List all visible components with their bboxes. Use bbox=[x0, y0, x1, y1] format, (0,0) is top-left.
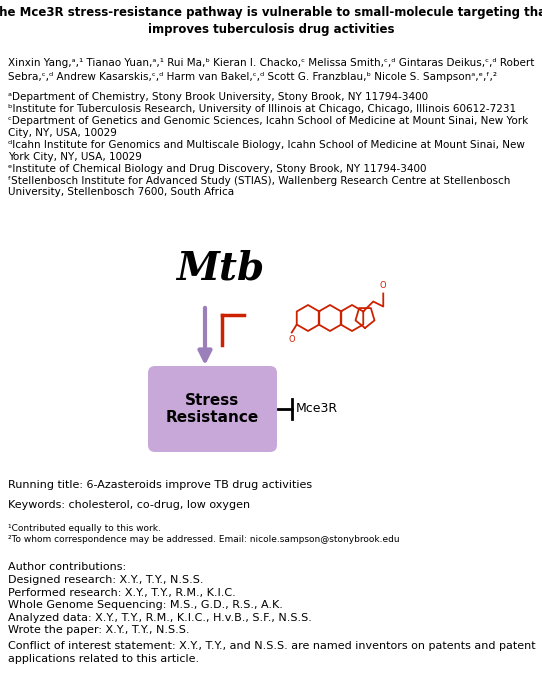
Text: Mce3R: Mce3R bbox=[296, 402, 338, 416]
Text: ᵈIcahn Institute for Genomics and Multiscale Biology, Icahn School of Medicine a: ᵈIcahn Institute for Genomics and Multis… bbox=[8, 140, 525, 150]
Text: Running title: 6-Azasteroids improve TB drug activities: Running title: 6-Azasteroids improve TB … bbox=[8, 480, 312, 490]
Text: improves tuberculosis drug activities: improves tuberculosis drug activities bbox=[148, 23, 394, 36]
FancyBboxPatch shape bbox=[148, 366, 277, 452]
Text: ᶜDepartment of Genetics and Genomic Sciences, Icahn School of Medicine at Mount : ᶜDepartment of Genetics and Genomic Scie… bbox=[8, 116, 528, 126]
Text: O: O bbox=[288, 335, 295, 344]
Text: ᵃDepartment of Chemistry, Stony Brook University, Stony Brook, NY 11794-3400: ᵃDepartment of Chemistry, Stony Brook Un… bbox=[8, 92, 428, 102]
FancyArrowPatch shape bbox=[199, 308, 210, 360]
Text: Xinxin Yang,ᵃ,¹ Tianao Yuan,ᵃ,¹ Rui Ma,ᵇ Kieran I. Chacko,ᶜ Melissa Smith,ᶜ,ᵈ Gi: Xinxin Yang,ᵃ,¹ Tianao Yuan,ᵃ,¹ Rui Ma,ᵇ… bbox=[8, 58, 534, 68]
Text: applications related to this article.: applications related to this article. bbox=[8, 654, 199, 664]
Text: University, Stellenbosch 7600, South Africa: University, Stellenbosch 7600, South Afr… bbox=[8, 188, 234, 197]
Text: Mtb: Mtb bbox=[176, 250, 264, 288]
Text: ᶠStellenbosch Institute for Advanced Study (STIAS), Wallenberg Research Centre a: ᶠStellenbosch Institute for Advanced Stu… bbox=[8, 176, 511, 186]
Text: Whole Genome Sequencing: M.S., G.D., R.S., A.K.: Whole Genome Sequencing: M.S., G.D., R.S… bbox=[8, 600, 283, 610]
Text: Analyzed data: X.Y., T.Y., R.M., K.I.C., H.v.B., S.F., N.S.S.: Analyzed data: X.Y., T.Y., R.M., K.I.C.,… bbox=[8, 612, 312, 623]
Text: ᵉInstitute of Chemical Biology and Drug Discovery, Stony Brook, NY 11794-3400: ᵉInstitute of Chemical Biology and Drug … bbox=[8, 164, 427, 174]
Text: O: O bbox=[380, 281, 386, 290]
Text: Author contributions:: Author contributions: bbox=[8, 562, 126, 572]
Text: Stress
Resistance: Stress Resistance bbox=[166, 393, 259, 425]
Text: Designed research: X.Y., T.Y., N.S.S.: Designed research: X.Y., T.Y., N.S.S. bbox=[8, 575, 203, 585]
Text: York City, NY, USA, 10029: York City, NY, USA, 10029 bbox=[8, 152, 142, 162]
Text: ᵇInstitute for Tuberculosis Research, University of Illinois at Chicago, Chicago: ᵇInstitute for Tuberculosis Research, Un… bbox=[8, 104, 516, 114]
Text: Sebra,ᶜ,ᵈ Andrew Kasarskis,ᶜ,ᵈ Harm van Bakel,ᶜ,ᵈ Scott G. Franzblau,ᵇ Nicole S.: Sebra,ᶜ,ᵈ Andrew Kasarskis,ᶜ,ᵈ Harm van … bbox=[8, 72, 497, 82]
Text: ¹Contributed equally to this work.: ¹Contributed equally to this work. bbox=[8, 524, 161, 533]
Text: Conflict of interest statement: X.Y., T.Y., and N.S.S. are named inventors on pa: Conflict of interest statement: X.Y., T.… bbox=[8, 641, 535, 651]
Text: Wrote the paper: X.Y., T.Y., N.S.S.: Wrote the paper: X.Y., T.Y., N.S.S. bbox=[8, 625, 190, 636]
Text: Performed research: X.Y., T.Y., R.M., K.I.C.: Performed research: X.Y., T.Y., R.M., K.… bbox=[8, 587, 236, 598]
Text: City, NY, USA, 10029: City, NY, USA, 10029 bbox=[8, 128, 117, 138]
Text: The Mce3R stress-resistance pathway is vulnerable to small-molecule targeting th: The Mce3R stress-resistance pathway is v… bbox=[0, 6, 542, 19]
Text: ²To whom correspondence may be addressed. Email: nicole.sampson@stonybrook.edu: ²To whom correspondence may be addressed… bbox=[8, 535, 399, 544]
Text: Keywords: cholesterol, co-drug, low oxygen: Keywords: cholesterol, co-drug, low oxyg… bbox=[8, 500, 250, 510]
